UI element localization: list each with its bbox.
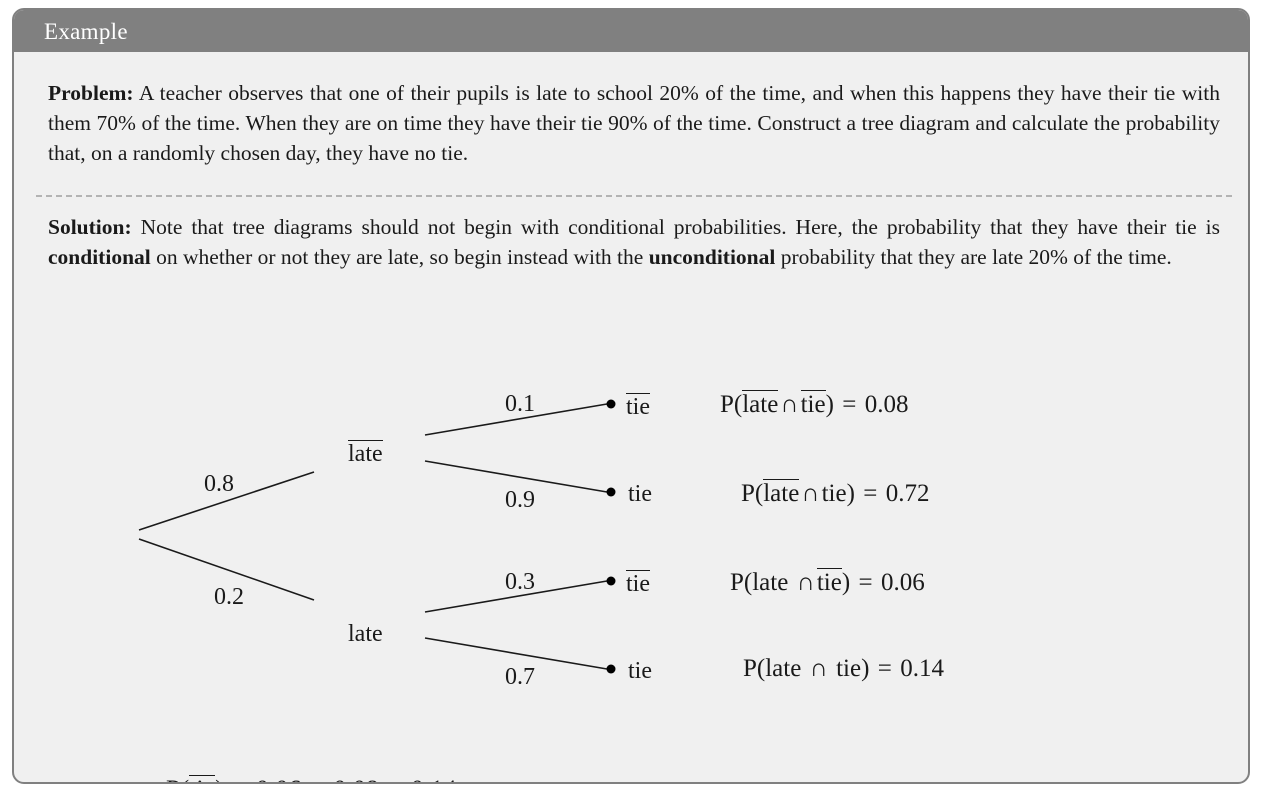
branch-root-lower xyxy=(138,538,315,601)
equation-2-cap: ∩ xyxy=(801,480,820,507)
equation-2-equals: = xyxy=(863,480,878,507)
equation-4-equals: = xyxy=(877,655,892,682)
equation-1-p: P xyxy=(720,391,734,418)
leaf-tie-complement-3-text: tie xyxy=(626,570,650,597)
branch-root-upper xyxy=(138,471,315,531)
equation-4-close: ) xyxy=(861,655,870,682)
leaf-tie-2: tie xyxy=(628,481,652,507)
equation-3-term1: late xyxy=(752,569,789,596)
leaf-tie-complement-1: tie xyxy=(626,393,650,419)
branch-prob-3: 0.3 xyxy=(505,569,535,595)
final-equation: P(tie) = 0.06 + 0.08 = 0.14 xyxy=(166,775,457,783)
equation-1-cap: ∩ xyxy=(780,391,799,418)
node-late-complement-text: late xyxy=(348,440,383,467)
root-prob-upper: 0.8 xyxy=(204,471,234,497)
equation-1-term1: late xyxy=(742,390,779,418)
problem-paragraph: Problem: A teacher observes that one of … xyxy=(48,78,1220,168)
equation-2-open: ( xyxy=(754,480,764,507)
problem-text: A teacher observes that one of their pup… xyxy=(48,81,1220,165)
branch-prob-2: 0.9 xyxy=(505,487,535,513)
equation-2: P(late ∩ tie) = 0.72 xyxy=(741,479,929,506)
example-body: Problem: A teacher observes that one of … xyxy=(14,52,1248,782)
equation-4-p: P xyxy=(743,655,757,682)
problem-block: Problem: A teacher observes that one of … xyxy=(48,78,1220,168)
equation-3-value: 0.06 xyxy=(880,569,925,596)
equation-4-cap: ∩ xyxy=(809,655,828,682)
leaf-dot-3 xyxy=(606,576,616,586)
leaf-tie-complement-1-text: tie xyxy=(626,393,650,420)
equation-2-p: P xyxy=(741,480,755,507)
final-equation-result: 0.14 xyxy=(411,775,457,783)
equation-3-term2: tie xyxy=(816,568,842,596)
equation-1-equals: = xyxy=(842,391,857,418)
leaf-dot-1 xyxy=(606,399,616,409)
equation-3-equals: = xyxy=(858,569,873,596)
final-equation-term: tie xyxy=(189,775,216,782)
final-equation-close: ) xyxy=(215,775,224,783)
node-late: late xyxy=(348,621,383,647)
equation-3: P(late ∩ tie) = 0.06 xyxy=(730,568,925,595)
final-equation-v2: 0.08 xyxy=(333,775,379,783)
final-equation-v1: 0.06 xyxy=(256,775,302,783)
final-equation-equals-1: = xyxy=(232,775,247,783)
equation-3-close: ) xyxy=(841,569,851,596)
solution-text-2: on whether or not they are late, so begi… xyxy=(150,245,649,269)
final-equation-equals-2: = xyxy=(388,775,403,783)
node-late-complement: late xyxy=(348,440,383,466)
example-box: Example Problem: A teacher observes that… xyxy=(12,8,1250,784)
equation-4-term1: late xyxy=(765,655,802,682)
root-prob-lower: 0.2 xyxy=(214,584,244,610)
equation-1: P(late ∩ tie) = 0.08 xyxy=(720,390,908,417)
equation-3-p: P xyxy=(730,569,744,596)
final-equation-plus: + xyxy=(310,775,325,783)
final-equation-open: ( xyxy=(180,775,189,783)
branch-prob-4: 0.7 xyxy=(505,664,535,690)
page-title: Example xyxy=(44,18,128,44)
equation-2-term1: late xyxy=(763,479,800,507)
equation-1-close: ) xyxy=(825,391,834,418)
equation-1-open: ( xyxy=(733,391,743,418)
equation-1-value: 0.08 xyxy=(864,391,909,418)
leaf-tie-complement-3: tie xyxy=(626,570,650,596)
equation-2-close: ) xyxy=(846,480,855,507)
final-equation-p: P xyxy=(166,775,180,783)
solution-bold-conditional: conditional xyxy=(48,245,151,269)
equation-1-term2: tie xyxy=(800,390,826,418)
equation-4-term2: tie xyxy=(836,655,862,682)
example-header: Example xyxy=(14,10,1248,52)
equation-2-value: 0.72 xyxy=(885,480,930,507)
equation-2-term2: tie xyxy=(821,480,847,507)
branch-upper-leaf2 xyxy=(424,460,608,493)
equation-3-open: ( xyxy=(743,569,753,596)
equation-3-cap: ∩ xyxy=(796,569,815,596)
solution-block: Solution: Note that tree diagrams should… xyxy=(48,212,1220,272)
equation-4-open: ( xyxy=(756,655,766,682)
solution-text-3: probability that they are late 20% of th… xyxy=(775,245,1172,269)
solution-text-1: Note that tree diagrams should not begin… xyxy=(131,215,1220,239)
solution-paragraph: Solution: Note that tree diagrams should… xyxy=(48,212,1220,272)
leaf-dot-2 xyxy=(606,487,616,497)
branch-prob-1: 0.1 xyxy=(505,391,535,417)
branch-lower-leaf4 xyxy=(424,637,608,670)
solution-bold-unconditional: unconditional xyxy=(648,245,776,269)
branch-upper-leaf1 xyxy=(424,403,608,436)
section-divider xyxy=(36,195,1232,197)
problem-label: Problem: xyxy=(48,81,134,105)
branch-lower-leaf3 xyxy=(424,580,608,613)
leaf-tie-4: tie xyxy=(628,658,652,684)
equation-4-value: 0.14 xyxy=(900,655,944,682)
equation-4: P(late ∩ tie) = 0.14 xyxy=(743,656,944,681)
leaf-dot-4 xyxy=(606,664,616,674)
solution-label: Solution: xyxy=(48,215,132,239)
